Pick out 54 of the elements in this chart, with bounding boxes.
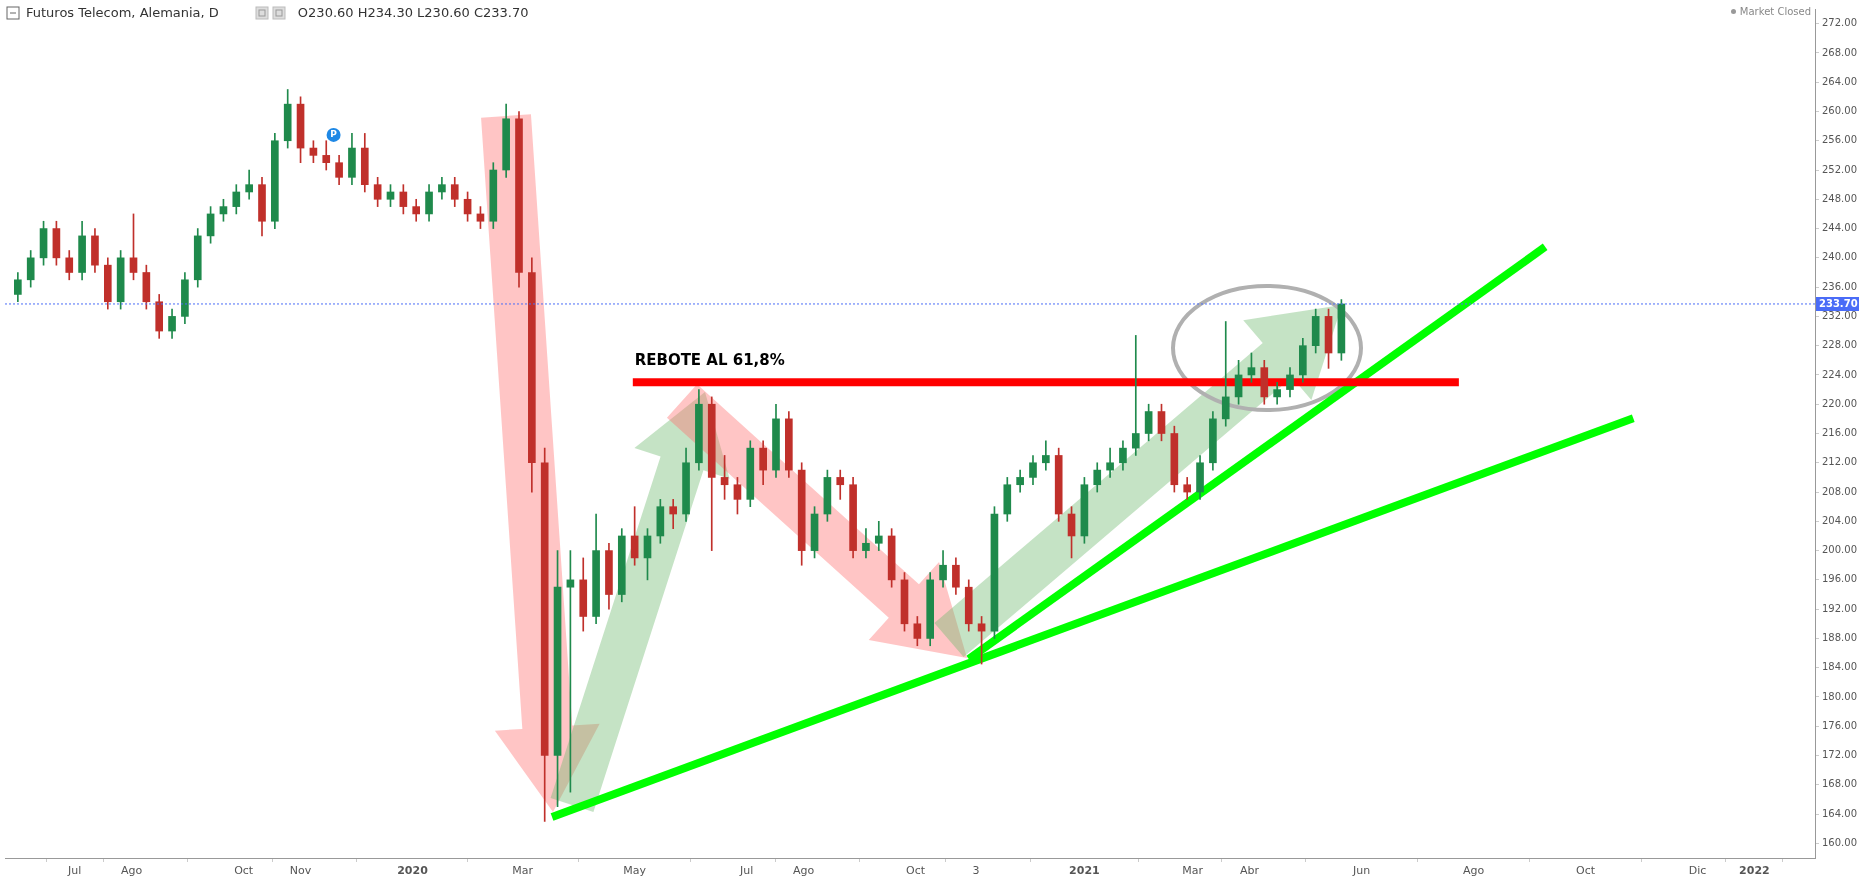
x-tick-label: Nov [289,864,312,878]
y-tick-label: 260.00 [1822,105,1857,117]
y-tick-label: 216.00 [1822,427,1857,439]
x-tick-label: Oct [1576,864,1596,878]
y-tick-label: 272.00 [1822,17,1857,29]
x-tick-label: 2022 [1739,864,1770,878]
y-tick-label: 264.00 [1822,75,1857,87]
x-tick-label: May [623,864,647,878]
y-tick-label: 208.00 [1822,485,1857,497]
x-tick-label: 3 [972,864,980,878]
y-tick-label: 212.00 [1822,456,1857,468]
x-tick-label: Oct [905,864,926,878]
chart-subtitle: O230.60 H234.30 L230.60 C233.70 [297,5,529,20]
annotation: P [330,129,338,140]
y-tick-label: 244.00 [1822,222,1857,234]
x-tick-label: Jun [1351,864,1371,878]
x-tick-label: Abr [1240,864,1260,878]
chart-title: Futuros Telecom, Alemania, D [26,5,219,20]
x-tick-label: 2021 [1069,864,1100,878]
x-tick-label: 2020 [397,864,429,878]
y-tick-label: 192.00 [1822,602,1857,614]
y-tick-label: 164.00 [1822,807,1857,819]
y-tick-label: 252.00 [1822,163,1857,175]
y-tick-label: 268.00 [1822,46,1857,58]
y-tick-label: 172.00 [1822,749,1857,761]
annotation: Market Closed [1739,6,1811,17]
y-tick-label: 224.00 [1822,368,1857,380]
y-tick-label: 196.00 [1822,573,1857,585]
y-tick-label: 188.00 [1822,632,1857,644]
y-tick-label: 184.00 [1822,661,1857,673]
x-tick-label: Oct [234,864,254,878]
y-tick-label: 180.00 [1822,690,1857,702]
x-tick-label: Ago [792,864,815,878]
x-tick-label: Mar [1182,864,1204,878]
x-tick-label: Ago [1462,864,1485,878]
y-tick-label: 240.00 [1822,251,1857,263]
y-tick-label: 256.00 [1822,134,1857,146]
y-tick-label: 204.00 [1822,514,1857,526]
y-tick-label: 168.00 [1822,778,1857,790]
y-tick-label: 228.00 [1822,339,1857,351]
y-tick-label: 200.00 [1822,544,1857,556]
y-tick-label: 248.00 [1822,192,1857,204]
y-tick-label: 220.00 [1822,397,1857,409]
x-tick-label: Dic [1688,864,1707,878]
y-tick-label: 176.00 [1822,719,1857,731]
x-tick-label: Ago [121,864,143,878]
y-tick-label: 236.00 [1822,280,1857,292]
ref-line-label: 233.70 [1819,297,1858,309]
x-tick-label: Jul [67,864,82,878]
y-tick-label: 232.00 [1822,309,1857,321]
y-tick-label: 160.00 [1822,836,1857,848]
x-tick-label: Jul [738,864,754,878]
annotation: REBOTE AL 61,8% [634,350,785,369]
x-tick-label: Mar [512,864,534,878]
